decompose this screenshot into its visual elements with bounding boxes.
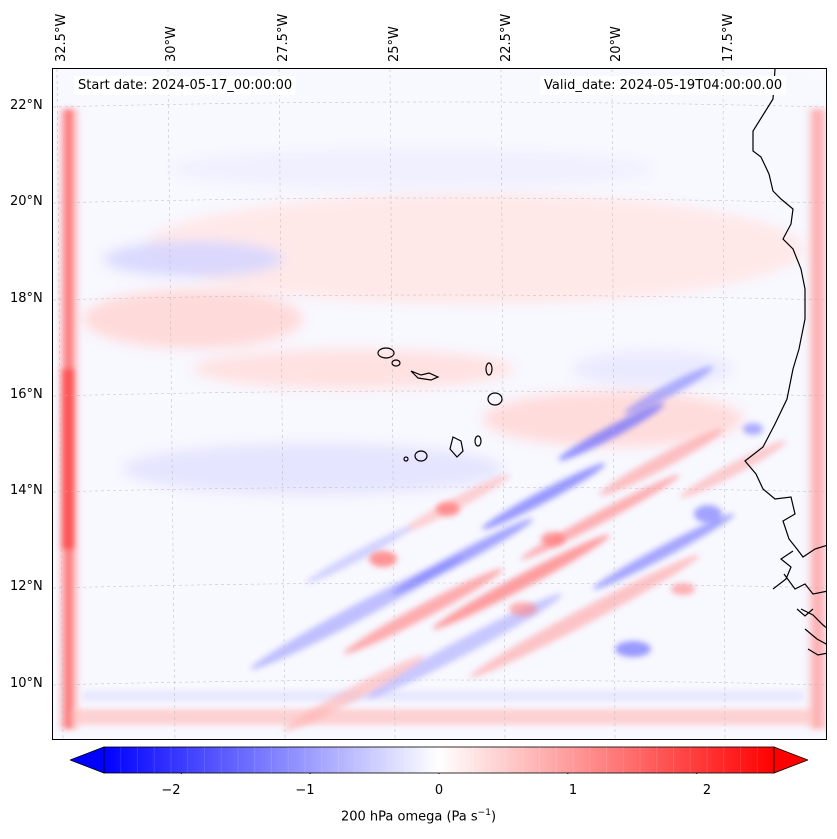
lat-label-14n: 14°N	[10, 483, 43, 498]
island-santo-antao	[377, 347, 395, 359]
colorbar-tick-label: −2	[161, 783, 181, 798]
lat-label-18n: 18°N	[10, 291, 43, 306]
colorbar-tick-label: −1	[295, 783, 315, 798]
lon-label-27-5w: 27.5°W	[276, 13, 291, 62]
island-boa-vista	[487, 392, 503, 406]
colorbar-tick-label: 2	[702, 783, 712, 798]
valid-date-label: Valid_date: 2024-05-19T04:00:00.00	[540, 76, 787, 95]
colorbar-extend-high	[773, 746, 808, 774]
island-maio	[474, 435, 482, 447]
island-sao-nicolau	[410, 370, 440, 381]
graticule	[53, 69, 826, 739]
start-date-label: Start date: 2024-05-17_00:00:00	[74, 76, 297, 95]
lon-label-17-5w: 17.5°W	[721, 13, 736, 62]
colorbar-tick-label: 1	[568, 783, 578, 798]
island-fogo	[414, 450, 428, 462]
colorbar-label: 200 hPa omega (Pa s−1)	[340, 808, 497, 825]
island-brava	[403, 456, 409, 462]
lat-label-20n: 20°N	[10, 194, 43, 209]
island-sal	[485, 362, 493, 376]
map-panel	[52, 68, 827, 740]
lon-label-22-5w: 22.5°W	[499, 13, 514, 62]
africa-coastline	[744, 69, 826, 558]
lon-label-32-5w: 32.5°W	[54, 13, 69, 62]
island-sao-vicente	[391, 359, 401, 367]
lat-label-10n: 10°N	[10, 676, 43, 691]
omega-field-map	[53, 69, 826, 739]
colorbar	[70, 746, 808, 774]
island-santiago	[449, 436, 464, 458]
convective-streaks	[250, 366, 787, 732]
boundary-band	[59, 109, 826, 729]
lat-label-22n: 22°N	[10, 98, 43, 113]
lon-label-20w: 20°W	[609, 26, 624, 62]
field-background	[53, 69, 826, 739]
lat-label-12n: 12°N	[10, 579, 43, 594]
lon-label-25w: 25°W	[387, 26, 402, 62]
convective-blobs	[369, 423, 763, 657]
coastlines	[377, 69, 826, 656]
colorbar-tick-label: 0	[434, 783, 444, 798]
colorbar-body	[103, 746, 775, 774]
lat-label-16n: 16°N	[10, 387, 43, 402]
colorbar-extend-low	[70, 746, 105, 774]
lon-label-30w: 30°W	[164, 26, 179, 62]
